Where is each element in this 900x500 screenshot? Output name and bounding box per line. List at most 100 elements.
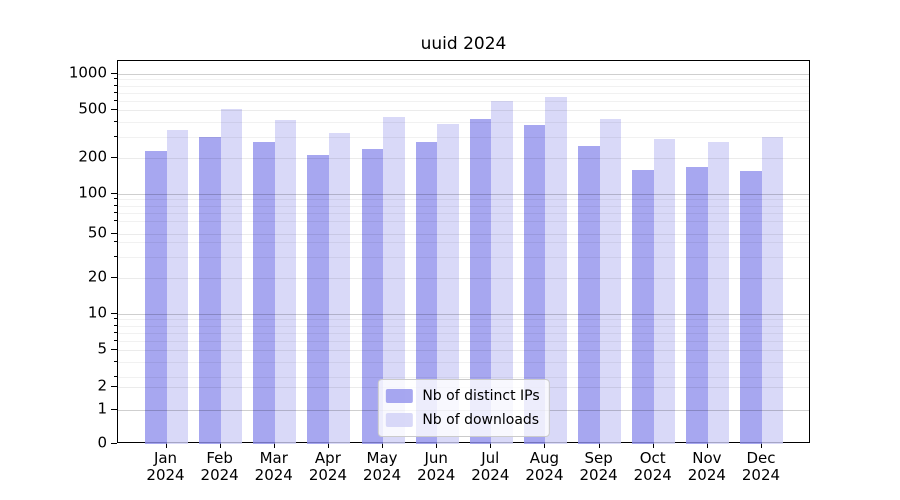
y-tick-label: 50 — [87, 223, 107, 242]
y-minor-tick-mark — [114, 99, 117, 101]
y-minor-tick-mark — [114, 211, 117, 213]
y-tick-mark — [111, 277, 117, 278]
bar-mar-downloads — [274, 120, 297, 444]
y-tick-label: 5 — [97, 339, 107, 358]
x-tick-mark — [219, 443, 221, 448]
x-tick-month: Jun — [424, 449, 448, 467]
bar-sep-downloads — [599, 118, 622, 444]
y-tick-mark — [111, 408, 117, 410]
x-tick-month: May — [366, 449, 398, 467]
x-tick-month: Aug — [529, 449, 560, 467]
y-minor-tick-mark — [114, 219, 117, 221]
x-tick-mark — [436, 443, 438, 448]
x-tick-year: 2024 — [362, 466, 402, 484]
y-tick-mark — [111, 73, 117, 74]
chart-title: uuid 2024 — [420, 34, 507, 54]
x-tick-month: Feb — [206, 449, 233, 467]
bar-jun-distinct-ips — [415, 142, 438, 444]
x-tick-mark — [165, 443, 167, 448]
bar-apr-distinct-ips — [307, 155, 329, 444]
x-tick-year: 2024 — [200, 466, 239, 484]
y-tick-label: 200 — [78, 147, 107, 166]
x-tick-mark — [490, 443, 492, 448]
y-minor-tick-mark — [114, 331, 117, 333]
legend-label-downloads: Nb of downloads — [422, 412, 540, 428]
y-tick-mark — [111, 193, 117, 194]
y-tick-mark — [111, 349, 117, 350]
bar-nov-distinct-ips — [686, 166, 708, 444]
x-tick-year: 2024 — [254, 466, 293, 484]
y-tick-label: 1000 — [68, 63, 107, 82]
bar-mar-distinct-ips — [253, 142, 275, 444]
y-minor-tick-mark — [114, 255, 117, 257]
x-tick-mark — [652, 443, 654, 448]
x-tick-month: Jul — [481, 449, 500, 467]
x-tick-label: Feb 2024 — [201, 450, 239, 484]
y-minor-tick-mark — [114, 120, 117, 122]
x-tick-month: Mar — [259, 449, 288, 467]
bar-aug-distinct-ips — [523, 125, 546, 444]
y-tick-label: 100 — [78, 183, 107, 202]
plot-area: Nb of distinct IPs Nb of downloads — [117, 60, 810, 444]
x-tick-label: Aug 2024 — [525, 450, 563, 484]
x-tick-mark — [327, 443, 329, 448]
bar-aug-downloads — [545, 96, 567, 444]
y-minor-tick-mark — [114, 360, 117, 362]
x-tick-label: Jan 2024 — [146, 450, 184, 484]
y-minor-tick-mark — [114, 198, 117, 200]
y-minor-tick-mark — [114, 318, 117, 320]
x-tick-month: Oct — [639, 449, 666, 467]
y-minor-tick-mark — [114, 84, 117, 86]
y-minor-tick-mark — [114, 91, 117, 93]
x-tick-label: Oct 2024 — [634, 450, 672, 484]
y-tick-mark — [111, 313, 117, 314]
x-tick-year: 2024 — [633, 466, 672, 484]
x-tick-month: Jan — [153, 449, 178, 467]
x-tick-month: Apr — [314, 449, 341, 467]
bar-nov-downloads — [707, 142, 730, 444]
y-minor-tick-mark — [114, 324, 117, 326]
x-tick-label: Jul 2024 — [471, 450, 509, 484]
x-tick-mark — [760, 443, 762, 448]
y-tick-mark — [111, 109, 117, 110]
bar-apr-downloads — [328, 133, 351, 444]
x-tick-mark — [544, 443, 546, 448]
y-tick-label: 10 — [87, 303, 107, 322]
bar-feb-distinct-ips — [199, 136, 221, 444]
y-minor-tick-mark — [114, 78, 117, 80]
x-tick-year: 2024 — [579, 466, 618, 484]
x-tick-year: 2024 — [741, 466, 781, 484]
legend: Nb of distinct IPs Nb of downloads — [377, 379, 550, 437]
x-tick-label: Nov 2024 — [688, 450, 726, 484]
x-tick-month: Sep — [584, 449, 613, 467]
x-tick-mark — [273, 443, 275, 448]
x-tick-label: Sep 2024 — [579, 450, 617, 484]
x-tick-label: May 2024 — [363, 450, 401, 484]
x-tick-mark — [598, 443, 600, 448]
y-minor-tick-mark — [114, 339, 117, 341]
legend-item-distinct-ips: Nb of distinct IPs — [385, 388, 540, 404]
bar-sep-distinct-ips — [578, 146, 600, 444]
y-tick-mark — [111, 233, 117, 234]
y-tick-mark — [111, 443, 117, 444]
legend-swatch-distinct-ips — [385, 389, 413, 403]
bar-may-downloads — [383, 116, 405, 444]
bar-feb-downloads — [220, 109, 243, 444]
bar-dec-distinct-ips — [740, 171, 762, 444]
y-minor-tick-mark — [114, 240, 117, 242]
bar-may-distinct-ips — [361, 149, 384, 444]
x-tick-label: Jun 2024 — [417, 450, 455, 484]
x-tick-year: 2024 — [687, 466, 726, 484]
x-tick-mark — [382, 443, 384, 448]
x-tick-year: 2024 — [471, 466, 510, 484]
bar-jan-distinct-ips — [145, 150, 167, 444]
y-tick-label: 20 — [87, 267, 107, 286]
y-tick-label: 0 — [97, 433, 107, 452]
y-tick-label: 2 — [97, 376, 107, 395]
y-tick-mark — [111, 157, 117, 158]
legend-item-downloads: Nb of downloads — [385, 412, 539, 428]
bar-jun-downloads — [437, 124, 459, 444]
bar-dec-downloads — [761, 136, 784, 444]
y-minor-tick-mark — [114, 375, 117, 377]
